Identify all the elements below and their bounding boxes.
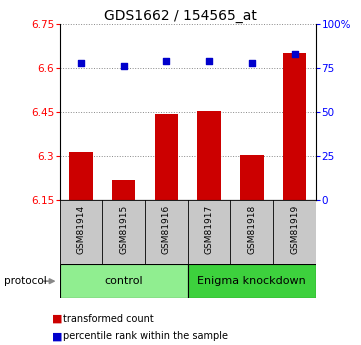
Text: GDS1662 / 154565_at: GDS1662 / 154565_at bbox=[104, 9, 257, 23]
Bar bbox=[197, 111, 221, 200]
Point bbox=[206, 58, 212, 64]
Point bbox=[164, 58, 169, 64]
Text: GSM81915: GSM81915 bbox=[119, 205, 128, 255]
Text: GSM81919: GSM81919 bbox=[290, 205, 299, 255]
Bar bbox=[155, 114, 178, 200]
Text: percentile rank within the sample: percentile rank within the sample bbox=[63, 332, 228, 341]
Bar bbox=[60, 264, 188, 298]
Text: GSM81914: GSM81914 bbox=[77, 205, 86, 254]
Text: GSM81918: GSM81918 bbox=[247, 205, 256, 255]
Text: GSM81916: GSM81916 bbox=[162, 205, 171, 255]
Bar bbox=[112, 180, 135, 200]
Text: control: control bbox=[104, 276, 143, 286]
Point bbox=[249, 60, 255, 66]
Text: ■: ■ bbox=[52, 332, 63, 341]
Bar bbox=[69, 152, 93, 200]
Bar bbox=[188, 264, 316, 298]
Text: GSM81917: GSM81917 bbox=[205, 205, 214, 255]
Point bbox=[292, 51, 297, 57]
Text: protocol: protocol bbox=[4, 276, 46, 286]
Text: ■: ■ bbox=[52, 314, 63, 324]
Point bbox=[78, 60, 84, 66]
Text: Enigma knockdown: Enigma knockdown bbox=[197, 276, 306, 286]
Bar bbox=[240, 155, 264, 200]
Text: transformed count: transformed count bbox=[63, 314, 154, 324]
Bar bbox=[283, 53, 306, 200]
Point bbox=[121, 63, 127, 69]
